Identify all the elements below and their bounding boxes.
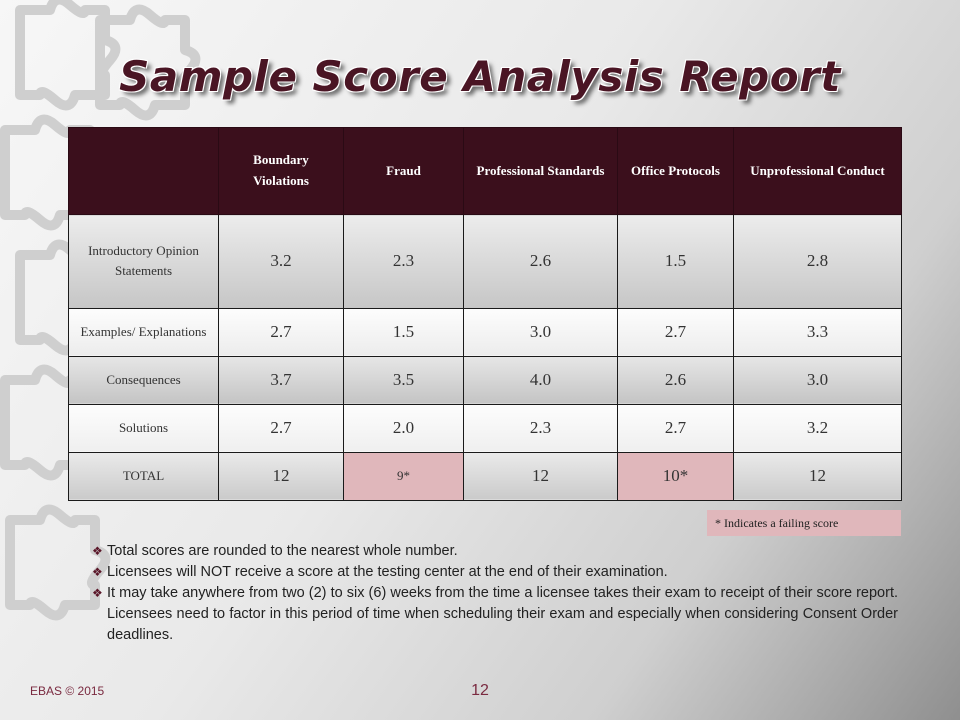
list-item: ❖ Licensees will NOT receive a score at t… xyxy=(92,562,898,583)
score-cell: 4.0 xyxy=(463,355,618,405)
score-cell: 2.7 xyxy=(617,403,734,453)
notes-list: ❖ Total scores are rounded to the nearest… xyxy=(92,541,898,646)
score-cell: 3.7 xyxy=(218,355,344,405)
score-cell: 1.5 xyxy=(617,214,734,309)
score-cell: 2.3 xyxy=(343,214,464,309)
footer-copyright: EBAS © 2015 xyxy=(30,684,105,698)
row-label: Introductory Opinion Statements xyxy=(68,214,219,309)
score-cell: 2.0 xyxy=(343,403,464,453)
row-label: Consequences xyxy=(68,355,219,405)
total-cell: 12 xyxy=(463,451,618,502)
score-cell: 2.7 xyxy=(218,403,344,453)
header-professional-standards: Professional Standards xyxy=(463,127,618,215)
table-row-total: TOTAL 12 9* 12 10* 12 xyxy=(68,451,902,502)
header-office-protocols: Office Protocols xyxy=(617,127,734,215)
score-cell: 3.2 xyxy=(218,214,344,309)
score-cell: 3.2 xyxy=(733,403,902,453)
diamond-bullet-icon: ❖ xyxy=(92,565,103,579)
row-label: TOTAL xyxy=(68,451,219,502)
total-cell-failing: 9* xyxy=(343,451,464,502)
total-cell-failing: 10* xyxy=(617,451,734,502)
failing-score-legend: * Indicates a failing score xyxy=(707,510,901,536)
score-cell: 3.0 xyxy=(733,355,902,405)
table-row: Consequences 3.7 3.5 4.0 2.6 3.0 xyxy=(68,355,902,405)
score-table: Boundary Violations Fraud Professional S… xyxy=(68,127,902,502)
score-cell: 2.3 xyxy=(463,403,618,453)
score-cell: 3.5 xyxy=(343,355,464,405)
header-fraud: Fraud xyxy=(343,127,464,215)
score-cell: 1.5 xyxy=(343,307,464,357)
row-label: Solutions xyxy=(68,403,219,453)
table-row: Examples/ Explanations 2.7 1.5 3.0 2.7 3… xyxy=(68,307,902,357)
diamond-bullet-icon: ❖ xyxy=(92,544,103,558)
score-cell: 3.0 xyxy=(463,307,618,357)
score-cell: 2.6 xyxy=(617,355,734,405)
row-label: Examples/ Explanations xyxy=(68,307,219,357)
score-cell: 2.7 xyxy=(617,307,734,357)
header-boundary-violations: Boundary Violations xyxy=(218,127,344,215)
score-cell: 3.3 xyxy=(733,307,902,357)
page-title: Sample Score Analysis Report xyxy=(119,52,841,101)
table-header-row: Boundary Violations Fraud Professional S… xyxy=(68,127,902,215)
list-item: ❖ It may take anywhere from two (2) to si… xyxy=(92,585,898,643)
table-row: Introductory Opinion Statements 3.2 2.3 … xyxy=(68,214,902,309)
table-row: Solutions 2.7 2.0 2.3 2.7 3.2 xyxy=(68,403,902,453)
list-item: ❖ Total scores are rounded to the nearest… xyxy=(92,541,898,562)
page-number: 12 xyxy=(471,682,489,699)
diamond-bullet-icon: ❖ xyxy=(92,586,103,600)
total-cell: 12 xyxy=(218,451,344,502)
score-cell: 2.8 xyxy=(733,214,902,309)
score-cell: 2.6 xyxy=(463,214,618,309)
header-unprofessional-conduct: Unprofessional Conduct xyxy=(733,127,902,215)
total-cell: 12 xyxy=(733,451,902,502)
score-cell: 2.7 xyxy=(218,307,344,357)
corner-header xyxy=(68,127,219,215)
